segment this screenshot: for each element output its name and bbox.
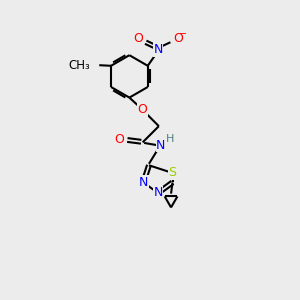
Text: O: O xyxy=(134,32,143,45)
Text: N: N xyxy=(153,43,163,56)
Text: N: N xyxy=(139,176,148,189)
Text: O: O xyxy=(173,32,183,45)
Text: −: − xyxy=(179,29,187,39)
Text: CH₃: CH₃ xyxy=(69,59,90,72)
Text: O: O xyxy=(114,134,124,146)
Text: N: N xyxy=(153,187,163,200)
Text: N: N xyxy=(156,139,166,152)
Text: H: H xyxy=(166,134,175,144)
Text: O: O xyxy=(138,103,148,116)
Text: S: S xyxy=(169,167,176,179)
